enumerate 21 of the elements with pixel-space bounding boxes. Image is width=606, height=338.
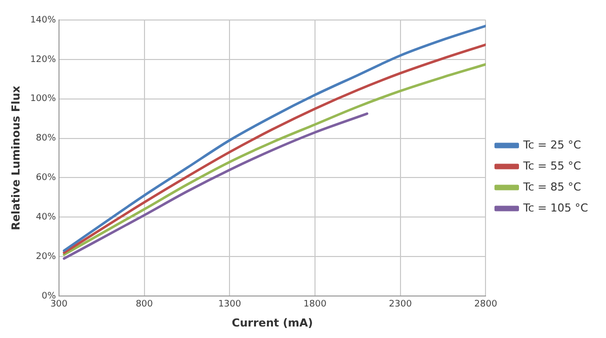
y-axis-title: Relative Luminous Flux (9, 86, 22, 230)
y-tick-label: 100% (30, 94, 56, 104)
legend-label: Tc = 55 °C (522, 159, 582, 172)
y-tick-label: 0% (42, 291, 56, 302)
y-tick-label: 80% (36, 134, 56, 144)
legend-label: Tc = 25 °C (522, 138, 582, 152)
y-tick-label: 40% (36, 212, 56, 222)
y-tick-label: 140% (30, 15, 56, 26)
y-tick-label: 60% (36, 173, 56, 184)
x-tick-label: 2300 (388, 300, 412, 310)
line-series (62, 112, 368, 260)
legend-label: Tc = 105 °C (522, 201, 588, 214)
x-tick-label: 1300 (218, 300, 242, 310)
y-tick-label: 120% (30, 54, 56, 65)
x-tick-label: 800 (136, 300, 154, 310)
x-tick-label: 1800 (304, 300, 327, 310)
y-tick-label: 20% (36, 252, 56, 262)
x-tick-label: 300 (50, 300, 68, 310)
x-axis-title: Current (mA) (232, 316, 313, 330)
legend-label: Tc = 85 °C (522, 180, 582, 194)
x-tick-label: 2800 (474, 300, 498, 310)
